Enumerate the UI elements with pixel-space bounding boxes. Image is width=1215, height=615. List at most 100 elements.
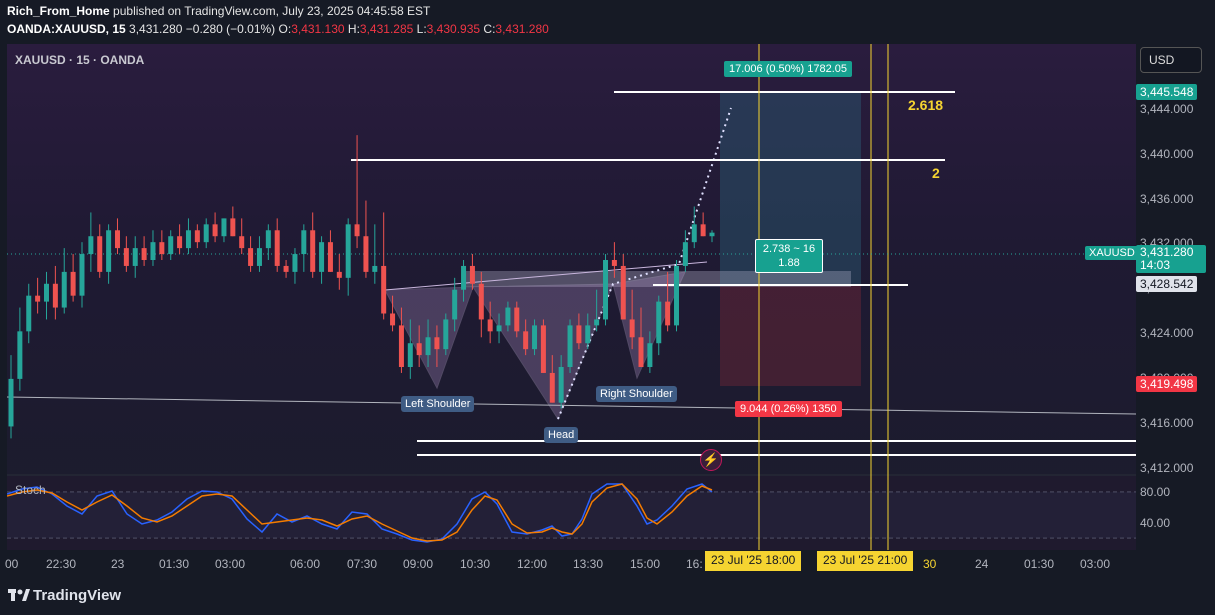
candles-group <box>8 135 715 439</box>
candle-body <box>8 378 14 427</box>
stoch-k-line <box>7 483 713 543</box>
candle-body <box>79 254 85 296</box>
lightning-icon[interactable]: ⚡ <box>700 449 722 471</box>
candle-body <box>611 260 617 266</box>
stoch-indicator-label[interactable]: Stoch <box>15 483 46 497</box>
candle-body <box>540 325 546 373</box>
current-price-value: 3,431.280 <box>1140 245 1194 259</box>
candle-body <box>620 265 626 320</box>
time-tick: 09:00 <box>403 557 434 571</box>
right-shoulder-label: Right Shoulder <box>596 386 677 402</box>
candle-body <box>682 242 688 266</box>
time-tick: 06:00 <box>290 557 321 571</box>
candle-body <box>132 248 138 266</box>
candle-body <box>390 313 396 326</box>
candle-body <box>123 248 129 266</box>
candle-body <box>416 343 422 356</box>
candle-body <box>434 337 440 350</box>
symbol-price-tag: XAUUSD <box>1085 246 1139 260</box>
projection-path <box>557 107 732 420</box>
candle-body <box>150 242 156 260</box>
price-axis[interactable] <box>1136 44 1215 550</box>
candle-body <box>372 265 378 272</box>
open-label: O: <box>278 22 292 36</box>
candle-body <box>35 295 41 302</box>
candle-body <box>452 289 458 320</box>
published-text: published on TradingView.com, July 23, 2… <box>113 4 431 18</box>
candle-body <box>301 230 307 255</box>
close-value: 3,431.280 <box>495 22 549 36</box>
entry-price-tag: 3,428.542 <box>1136 276 1198 292</box>
candle-body <box>168 236 174 255</box>
currency-button[interactable]: USD <box>1140 47 1202 73</box>
stoch-tick: 40.00 <box>1140 516 1171 530</box>
candle-body <box>425 337 431 356</box>
time-tick: 01:30 <box>1024 557 1055 571</box>
candle-body <box>319 242 325 272</box>
candle-body <box>594 319 600 326</box>
candle-body <box>114 230 120 249</box>
logo-stem <box>11 589 15 601</box>
close-label: C: <box>483 22 496 36</box>
candle-body <box>523 331 529 350</box>
time-tick: 16: <box>686 557 703 571</box>
stoch-d-line <box>7 483 713 542</box>
time-tick: 01:30 <box>159 557 190 571</box>
candle-body <box>97 236 103 272</box>
chart-pane[interactable] <box>7 44 1136 550</box>
candle-body <box>700 224 706 237</box>
price-tick: 3,444.000 <box>1140 102 1194 116</box>
price-change: −0.280 (−0.01%) <box>185 22 276 36</box>
date-tag-2: 23 Jul '25 21:00 <box>817 551 914 571</box>
candle-body <box>177 236 183 249</box>
trendline <box>7 396 1136 415</box>
candle-body <box>585 325 591 344</box>
stoch-tick: 80.00 <box>1140 485 1171 499</box>
time-axis[interactable] <box>0 550 1215 578</box>
time-tick: 23 <box>111 557 125 571</box>
candle-body <box>638 337 644 367</box>
candle-body <box>212 224 218 237</box>
candle-body <box>239 236 245 249</box>
candle-body <box>496 325 502 332</box>
candle-body <box>141 248 147 260</box>
candle-body <box>17 331 23 379</box>
fib-2-label: 2 <box>932 165 940 181</box>
footer: TradingView <box>0 578 1215 615</box>
candle-body <box>461 265 467 290</box>
footer-brand[interactable]: TradingView <box>33 587 122 604</box>
logo-dot <box>17 589 23 595</box>
candle-body <box>576 325 582 344</box>
publisher-name[interactable]: Rich_From_Home <box>7 4 110 18</box>
candle-body <box>443 319 449 350</box>
time-tick: 13:30 <box>573 557 604 571</box>
candle-body <box>327 242 333 272</box>
head-label: Head <box>544 427 579 443</box>
chart-canvas[interactable] <box>7 44 1136 550</box>
time-tick: 03:00 <box>1080 557 1111 571</box>
chart-symbol-label: XAUUSD · 15 · OANDA <box>15 53 145 67</box>
time-tick: 07:30 <box>347 557 378 571</box>
target-info-box: 17.006 (0.50%) 1782.05 <box>724 61 853 77</box>
neckline <box>384 261 708 291</box>
risk-reward-box: 2.738 ~ 16 1.88 <box>755 239 823 273</box>
candle-body <box>106 230 112 272</box>
candle-body <box>709 232 715 237</box>
price-tick: 3,424.000 <box>1140 326 1194 340</box>
candle-body <box>221 218 227 237</box>
candle-body <box>159 242 165 255</box>
price-tick: 3,436.000 <box>1140 192 1194 206</box>
candle-body <box>52 283 58 308</box>
stop-price-tag: 3,419.498 <box>1136 376 1198 392</box>
rr-line-2: 1.88 <box>778 257 800 269</box>
tradingview-logo-icon <box>8 589 30 601</box>
time-tick: 12:00 <box>517 557 548 571</box>
logo-wedge <box>22 589 30 601</box>
date-tag-2-suffix: 30 <box>923 557 937 571</box>
bar-countdown: 14:03 <box>1140 258 1171 272</box>
fib-2618-label: 2.618 <box>908 97 944 113</box>
candle-body <box>691 224 697 243</box>
candle-body <box>354 224 360 237</box>
candle-body <box>310 230 316 272</box>
candle-body <box>265 230 271 249</box>
